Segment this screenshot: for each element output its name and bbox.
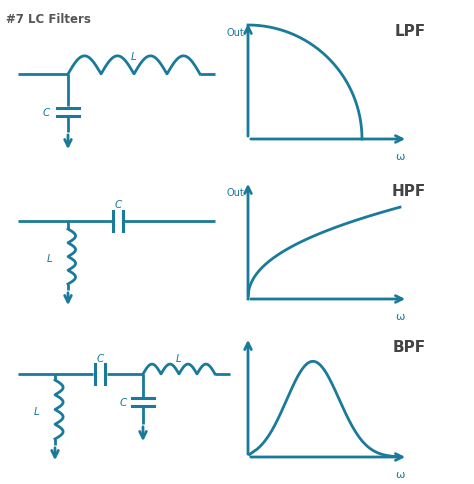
Text: ω: ω: [395, 311, 405, 321]
Text: C: C: [96, 353, 104, 363]
Text: BPF: BPF: [393, 339, 426, 354]
Text: C: C: [114, 199, 122, 210]
Text: L: L: [131, 52, 137, 62]
Text: ω: ω: [395, 151, 405, 162]
Text: HPF: HPF: [392, 183, 426, 198]
Text: L: L: [176, 353, 182, 363]
Text: L: L: [34, 407, 40, 417]
Text: ω: ω: [395, 469, 405, 479]
Text: LPF: LPF: [395, 24, 426, 39]
Text: L: L: [47, 254, 53, 264]
Text: #7 LC Filters: #7 LC Filters: [6, 13, 91, 26]
Text: C: C: [42, 108, 50, 118]
Text: C: C: [119, 397, 127, 407]
Text: Out: Out: [226, 188, 244, 197]
Text: Out: Out: [226, 28, 244, 38]
